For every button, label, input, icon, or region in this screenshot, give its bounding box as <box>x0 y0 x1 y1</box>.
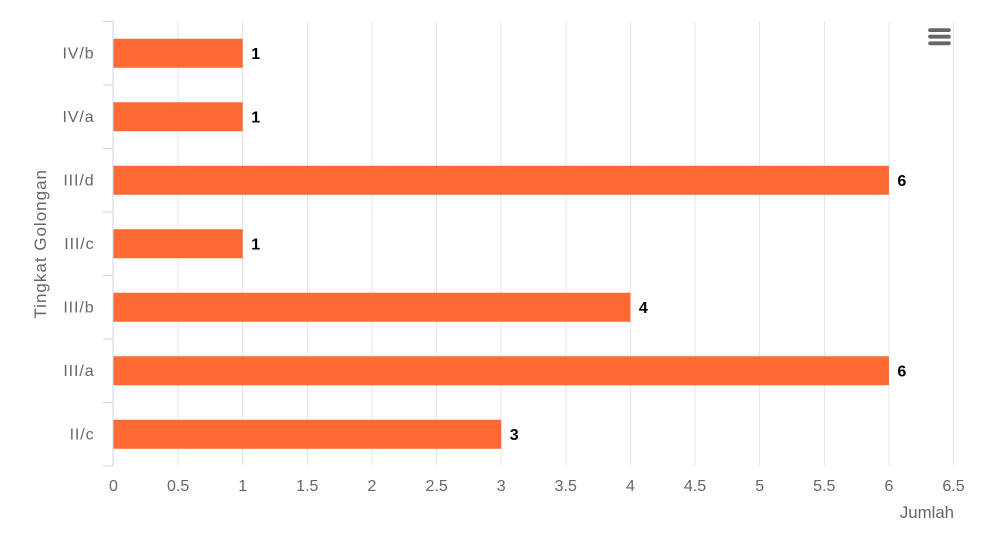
svg-text:3: 3 <box>510 427 519 444</box>
svg-text:III/c: III/c <box>64 236 94 253</box>
svg-text:3.5: 3.5 <box>555 478 577 495</box>
svg-text:4: 4 <box>639 300 648 317</box>
svg-text:Jumlah: Jumlah <box>900 503 954 522</box>
svg-text:6.5: 6.5 <box>942 478 964 495</box>
svg-text:4: 4 <box>626 478 635 495</box>
svg-text:III/b: III/b <box>63 300 94 317</box>
svg-text:1: 1 <box>251 236 260 253</box>
svg-text:III/a: III/a <box>63 363 94 380</box>
svg-text:2: 2 <box>368 478 377 495</box>
svg-text:1.5: 1.5 <box>296 478 318 495</box>
svg-text:0.5: 0.5 <box>167 478 189 495</box>
svg-text:IV/b: IV/b <box>62 46 94 63</box>
svg-text:2.5: 2.5 <box>425 478 447 495</box>
svg-text:6: 6 <box>897 173 906 190</box>
svg-text:1: 1 <box>238 478 247 495</box>
svg-text:IV/a: IV/a <box>62 109 94 126</box>
svg-text:1: 1 <box>251 46 260 63</box>
svg-text:II/c: II/c <box>70 427 95 444</box>
svg-text:0: 0 <box>109 478 118 495</box>
svg-text:4.5: 4.5 <box>684 478 706 495</box>
svg-text:5.5: 5.5 <box>813 478 835 495</box>
svg-text:1: 1 <box>251 109 260 126</box>
svg-text:III/d: III/d <box>63 173 94 190</box>
svg-text:Tingkat Golongan: Tingkat Golongan <box>31 169 50 319</box>
svg-text:6: 6 <box>897 363 906 380</box>
svg-text:3: 3 <box>497 478 506 495</box>
svg-text:5: 5 <box>755 478 764 495</box>
svg-text:6: 6 <box>884 478 893 495</box>
